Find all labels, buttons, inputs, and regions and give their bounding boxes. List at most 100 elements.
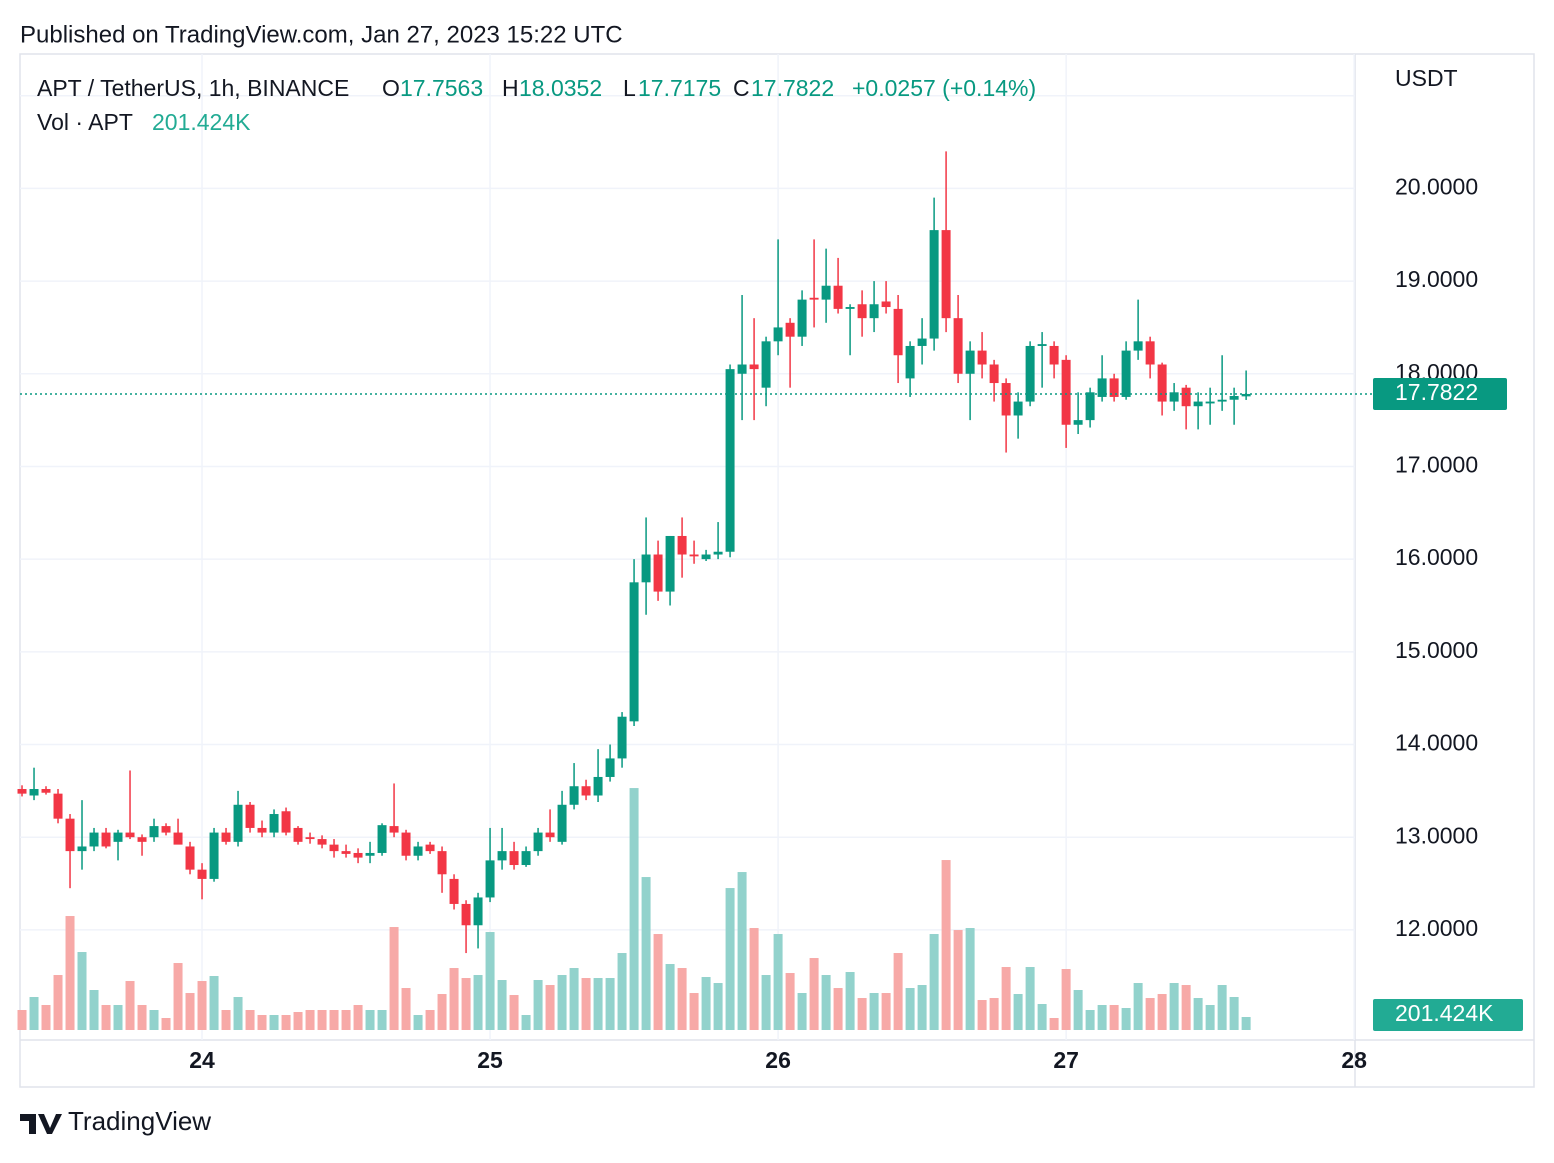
candle-body xyxy=(509,851,519,866)
candle-body xyxy=(533,832,543,852)
currency: USDT xyxy=(1395,65,1458,91)
candle-body xyxy=(773,327,783,342)
volume-bar xyxy=(197,981,207,1030)
candle-body xyxy=(1157,364,1167,402)
candle-body xyxy=(1181,387,1191,407)
last-price-label: 17.7822 xyxy=(1395,379,1478,405)
logo: TradingView xyxy=(20,1106,211,1136)
volume-bar xyxy=(917,985,927,1030)
volume-bar xyxy=(89,990,99,1030)
volume-bar xyxy=(965,928,975,1030)
candle-body xyxy=(749,364,759,370)
volume-bar xyxy=(209,976,219,1030)
candle-body xyxy=(521,851,531,866)
candle-body xyxy=(353,852,363,858)
logo-icon xyxy=(20,1114,62,1134)
low-value: 17.7175 xyxy=(638,75,721,101)
volume-bar xyxy=(497,980,507,1030)
volume-bar xyxy=(365,1010,375,1030)
volume-bar xyxy=(1001,967,1011,1030)
volume-bar xyxy=(317,1010,327,1030)
y-tick-label: 12.0000 xyxy=(1395,915,1478,941)
volume-bar xyxy=(281,1015,291,1030)
volume-bar xyxy=(1109,1005,1119,1030)
x-tick-label: 24 xyxy=(189,1047,215,1073)
volume-bar xyxy=(797,993,807,1030)
candle-body xyxy=(953,318,963,374)
candle-body xyxy=(605,758,615,777)
volume-bar xyxy=(857,998,867,1030)
candle-body xyxy=(1037,344,1047,346)
candle-body xyxy=(581,786,591,796)
volume-bar xyxy=(293,1012,303,1030)
candle-body xyxy=(677,535,687,555)
y-tick-label: 20.0000 xyxy=(1395,173,1478,199)
volume-bar xyxy=(41,1005,51,1030)
high-label: H xyxy=(502,75,519,101)
candle-body xyxy=(329,844,339,852)
candle-body xyxy=(893,308,903,356)
logo-text: TradingView xyxy=(68,1106,211,1136)
volume-bar xyxy=(557,975,567,1030)
plot: 12.0000 13.0000 14.0000 15.0000 16.0000 17.00… xyxy=(17,54,1478,1040)
candle-body xyxy=(221,832,231,842)
volume-bar xyxy=(701,977,711,1030)
candle-body xyxy=(461,903,471,926)
candle-body xyxy=(845,307,855,309)
volume-bar xyxy=(77,952,87,1030)
volume-bar xyxy=(1217,985,1227,1030)
candle-body xyxy=(593,776,603,796)
candle-body xyxy=(857,304,867,319)
volume-bar xyxy=(677,968,687,1030)
candle-body xyxy=(125,832,135,838)
volume-bar xyxy=(473,975,483,1030)
volume-bar xyxy=(1241,1017,1251,1030)
volume-bar xyxy=(509,995,519,1030)
volume-bar xyxy=(749,928,759,1030)
volume-bar xyxy=(545,985,555,1030)
volume-bar xyxy=(185,993,195,1030)
volume-bar xyxy=(1073,990,1083,1030)
volume-bar xyxy=(221,1010,231,1030)
candle-body xyxy=(77,846,87,852)
candle-body xyxy=(113,832,123,842)
volume-bar xyxy=(641,877,651,1030)
candle-body xyxy=(725,369,735,552)
candle-body xyxy=(1133,341,1143,351)
open-value: 17.7563 xyxy=(400,75,483,101)
candle-body xyxy=(137,837,147,842)
candle-body xyxy=(905,345,915,379)
high-value: 18.0352 xyxy=(519,75,602,101)
volume-bar xyxy=(617,953,627,1030)
volume-bar xyxy=(593,978,603,1030)
volume-bar xyxy=(257,1015,267,1030)
volume-bar xyxy=(989,998,999,1030)
candle-body xyxy=(365,852,375,856)
candle-body xyxy=(1169,392,1179,402)
candle-body xyxy=(1145,341,1155,365)
open-label: O xyxy=(382,75,400,101)
candle-body xyxy=(257,827,267,833)
volume-bar xyxy=(353,1005,363,1030)
candle-body xyxy=(293,827,303,842)
candle-body xyxy=(1109,378,1119,397)
candle-body xyxy=(413,846,423,856)
volume-bar xyxy=(1133,983,1143,1030)
candle-body xyxy=(377,825,387,853)
volume-bar xyxy=(653,934,663,1030)
volume-bar xyxy=(1145,998,1155,1030)
frame xyxy=(19,53,1535,1088)
candle-body xyxy=(917,338,927,346)
volume-bar xyxy=(629,788,639,1030)
volume-axis-label: 201.424K xyxy=(1395,1000,1494,1026)
candle-body xyxy=(317,839,327,845)
candle-body xyxy=(1013,401,1023,416)
candle-body xyxy=(101,832,111,847)
volume-bar xyxy=(521,1015,531,1030)
volume-bar xyxy=(773,934,783,1030)
volume-label-box xyxy=(1373,999,1523,1031)
volume-bar xyxy=(1013,994,1023,1030)
volume-bar xyxy=(833,988,843,1030)
candle-body xyxy=(1085,392,1095,421)
